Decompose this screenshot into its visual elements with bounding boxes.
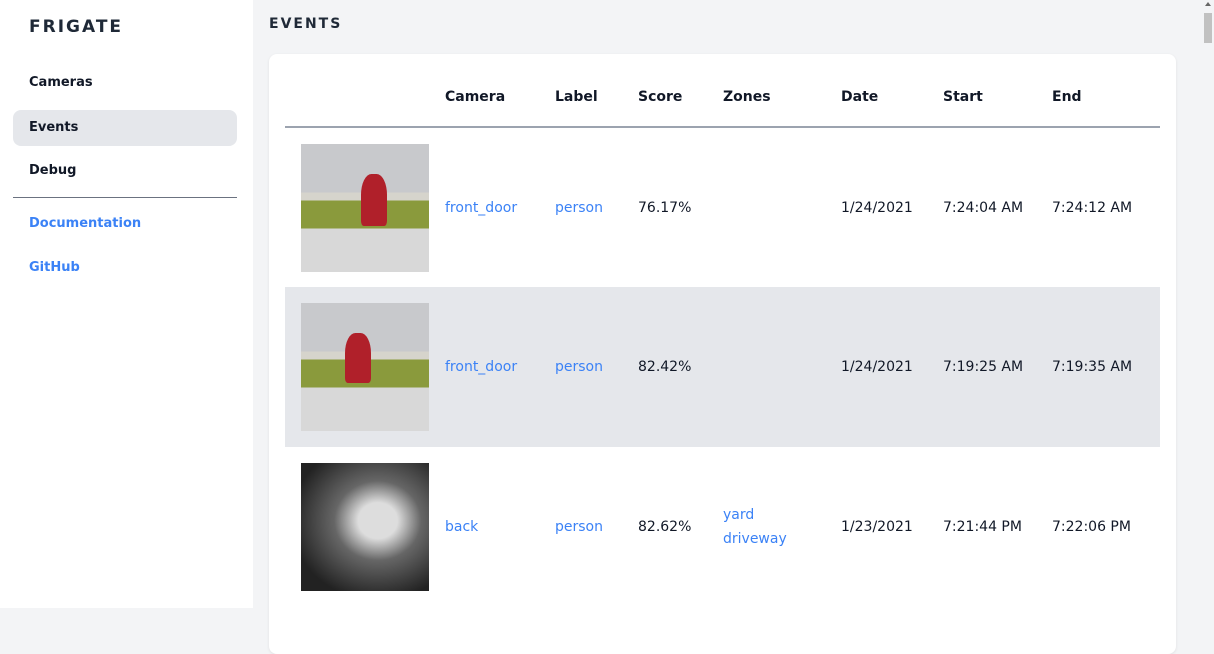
link-documentation[interactable]: Documentation bbox=[29, 216, 142, 231]
header-camera: Camera bbox=[445, 54, 555, 128]
header-zones: Zones bbox=[723, 54, 841, 128]
zones bbox=[723, 127, 841, 287]
brand-logo: FRIGATE bbox=[29, 17, 124, 37]
sidebar-item-cameras[interactable]: Cameras bbox=[29, 75, 93, 90]
sidebar-divider bbox=[13, 197, 237, 198]
table-row[interactable]: back person 82.62% yard driveway 1/23/202… bbox=[285, 447, 1160, 607]
date: 1/24/2021 bbox=[841, 199, 913, 216]
end-time: 7:19:35 AM bbox=[1052, 287, 1160, 447]
event-thumbnail[interactable] bbox=[301, 463, 429, 591]
zone-link[interactable]: driveway bbox=[723, 531, 787, 547]
label-link[interactable]: person bbox=[555, 199, 603, 216]
table-row[interactable]: front_door person 76.17% 1/24/2021 7:24:… bbox=[285, 127, 1160, 287]
table-row[interactable]: front_door person 82.42% 1/24/2021 7:19:… bbox=[285, 287, 1160, 447]
camera-link[interactable]: front_door bbox=[445, 359, 518, 375]
link-github[interactable]: GitHub bbox=[29, 260, 80, 275]
scroll-up-icon[interactable] bbox=[1205, 2, 1211, 6]
date: 1/23/2021 bbox=[841, 519, 913, 535]
label-link[interactable]: person bbox=[555, 519, 603, 535]
header-label: Label bbox=[555, 54, 638, 128]
score: 82.62% bbox=[638, 519, 692, 535]
sidebar-item-debug[interactable]: Debug bbox=[29, 163, 77, 178]
score: 82.42% bbox=[638, 287, 723, 447]
header-thumbnail bbox=[285, 54, 445, 128]
scrollbar-thumb[interactable] bbox=[1204, 13, 1212, 43]
end-time: 7:24:12 AM bbox=[1052, 199, 1133, 216]
label-link[interactable]: person bbox=[555, 359, 603, 375]
scrollbar[interactable] bbox=[1200, 0, 1214, 608]
camera-link[interactable]: front_door bbox=[445, 199, 518, 216]
events-card: Camera Label Score Zones Date Start End … bbox=[269, 54, 1176, 654]
start-time: 7:24:04 AM bbox=[943, 199, 1024, 216]
page-title: EVENTS bbox=[269, 16, 343, 32]
zone-link[interactable]: yard bbox=[723, 507, 755, 523]
events-table: Camera Label Score Zones Date Start End … bbox=[285, 54, 1160, 607]
zones: yard driveway bbox=[723, 447, 841, 607]
sidebar-item-events[interactable]: Events bbox=[13, 110, 237, 146]
sidebar: FRIGATE Cameras Events Debug Documentati… bbox=[0, 0, 253, 608]
score: 76.17% bbox=[638, 199, 692, 216]
header-end: End bbox=[1052, 54, 1160, 128]
camera-link[interactable]: back bbox=[445, 519, 479, 535]
date: 1/24/2021 bbox=[841, 287, 943, 447]
header-start: Start bbox=[943, 54, 1052, 128]
start-time: 7:19:25 AM bbox=[943, 287, 1052, 447]
zones bbox=[723, 287, 841, 447]
header-score: Score bbox=[638, 54, 723, 128]
end-time: 7:22:06 PM bbox=[1052, 519, 1131, 535]
event-thumbnail[interactable] bbox=[301, 143, 429, 272]
header-date: Date bbox=[841, 54, 943, 128]
event-thumbnail[interactable] bbox=[301, 303, 429, 431]
start-time: 7:21:44 PM bbox=[943, 519, 1022, 535]
